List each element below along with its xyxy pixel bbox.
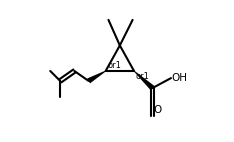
Text: OH: OH bbox=[172, 73, 188, 83]
Text: or1: or1 bbox=[108, 61, 122, 70]
Text: O: O bbox=[153, 105, 161, 115]
Text: or1: or1 bbox=[135, 72, 149, 81]
Polygon shape bbox=[134, 71, 154, 90]
Polygon shape bbox=[87, 71, 106, 83]
